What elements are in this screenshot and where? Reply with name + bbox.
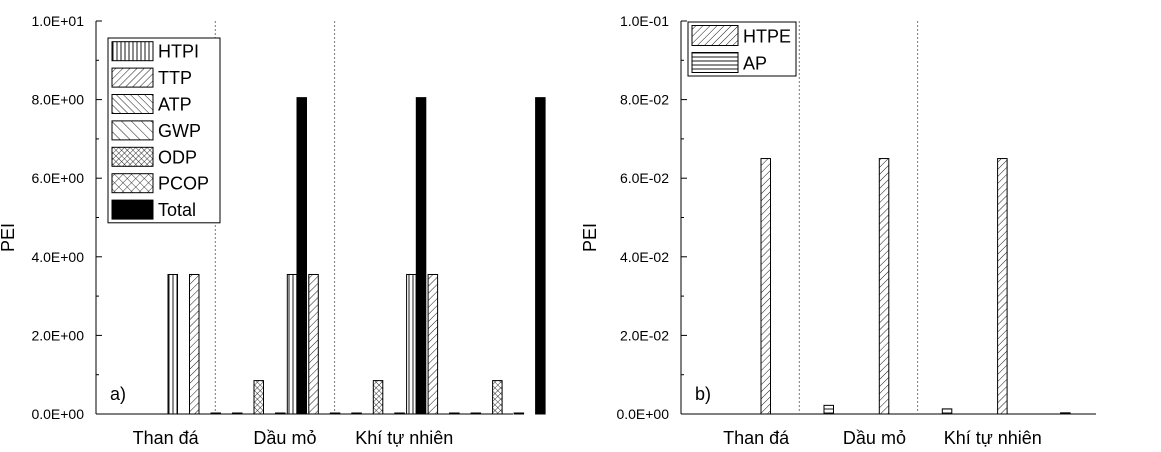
legend-label-htpi: HTPI [158,42,199,62]
category-label-khi-tu-nhien: Khí tự nhiên [355,428,453,448]
bar-atp-dau-mo [329,412,341,415]
legend-label-total: Total [158,200,196,220]
bar-pcop-dau-mo [394,412,405,415]
y-tick-label: 2.0E+00 [31,327,84,343]
category-label-khi-tu-nhien: Khí tự nhiên [944,428,1042,448]
bar-htpi-than-da [167,273,178,415]
bar-atp-than-da [210,412,221,415]
y-tick-label: 6.0E-02 [620,170,669,186]
legend: HTPI TTP ATP GWP ODP PCOP Total [107,37,221,224]
legend-label-atp: ATP [158,95,192,115]
legend-swatch-htpi [111,41,154,62]
y-tick-label: 1.0E-01 [620,13,669,29]
bar-ttp-than-da [189,273,200,415]
bar-htpi-khi-tu-nhien [406,273,417,415]
legend-swatch-gwp [111,120,154,141]
bar-ap-than-da [823,404,834,415]
bar-total-dau-mo [415,97,427,415]
panel-label: b) [695,384,711,404]
category-label-than-da: Than đá [723,428,790,448]
legend-label-htpe: HTPE [743,27,791,47]
category-label-than-da: Than đá [133,428,200,448]
bar-gwp-dau-mo [351,412,362,415]
legend-label-ap: AP [743,54,767,74]
legend-swatch-ap [691,52,739,73]
bar-htpe-khi-tu-nhien [997,158,1008,415]
bar-odp-dau-mo [372,380,384,415]
y-tick-label: 4.0E-02 [620,249,669,265]
bar-atp-khi-tu-nhien [449,412,460,415]
y-axis-label: PEI [0,223,18,252]
bar-odp-khi-tu-nhien [492,380,503,415]
bar-htpe-than-da [760,158,771,415]
category-label-dau-mo: Dầu mỏ [253,428,316,448]
bar-pcop-than-da [275,412,286,415]
bar-total-than-da [296,97,307,415]
y-tick-label: 2.0E-02 [620,327,669,343]
bar-ap-khi-tu-nhien [1060,412,1071,415]
bar-ap-dau-mo [941,408,953,415]
legend-swatch-total [111,199,154,220]
bar-ttp-khi-tu-nhien [427,273,439,415]
y-tick-label: 0.0E+00 [616,406,669,422]
bar-pcop-khi-tu-nhien [513,412,525,415]
y-axis-label: PEI [580,223,600,252]
legend-swatch-pcop [111,173,154,194]
bar-htpe-dau-mo [878,158,890,415]
y-tick-label: 1.0E+01 [31,13,84,29]
y-tick-label: 8.0E-02 [620,92,669,108]
panel-label: a) [110,384,126,404]
y-tick-label: 0.0E+00 [31,406,84,422]
legend-label-odp: ODP [158,147,197,167]
legend-swatch-odp [111,146,154,167]
legend-swatch-ttp [111,67,154,88]
legend: HTPE AP [687,21,797,77]
y-tick-label: 4.0E+00 [31,249,84,265]
bar-total-khi-tu-nhien [535,97,546,415]
legend-label-ttp: TTP [158,68,192,88]
legend-swatch-htpe [691,25,739,46]
bar-odp-than-da [253,380,264,415]
y-tick-label: 6.0E+00 [31,170,84,186]
bar-htpi-dau-mo [286,273,298,415]
legend-label-gwp: GWP [158,121,201,141]
category-label-dau-mo: Dầu mỏ [843,428,906,448]
panel-a: 0.0E+00 2.0E+00 4.0E+00 6.0E+00 8.0E+00 1.0E+… [0,13,546,448]
bar-ttp-dau-mo [308,273,319,415]
panel-b: 0.0E+00 2.0E-02 4.0E-02 6.0E-02 8.0E-02 1.0E-… [580,13,1096,448]
y-tick-label: 8.0E+00 [31,92,84,108]
bar-gwp-khi-tu-nhien [470,412,482,415]
legend-label-pcop: PCOP [158,174,209,194]
bar-gwp-than-da [232,412,243,415]
legend-swatch-atp [111,94,154,114]
